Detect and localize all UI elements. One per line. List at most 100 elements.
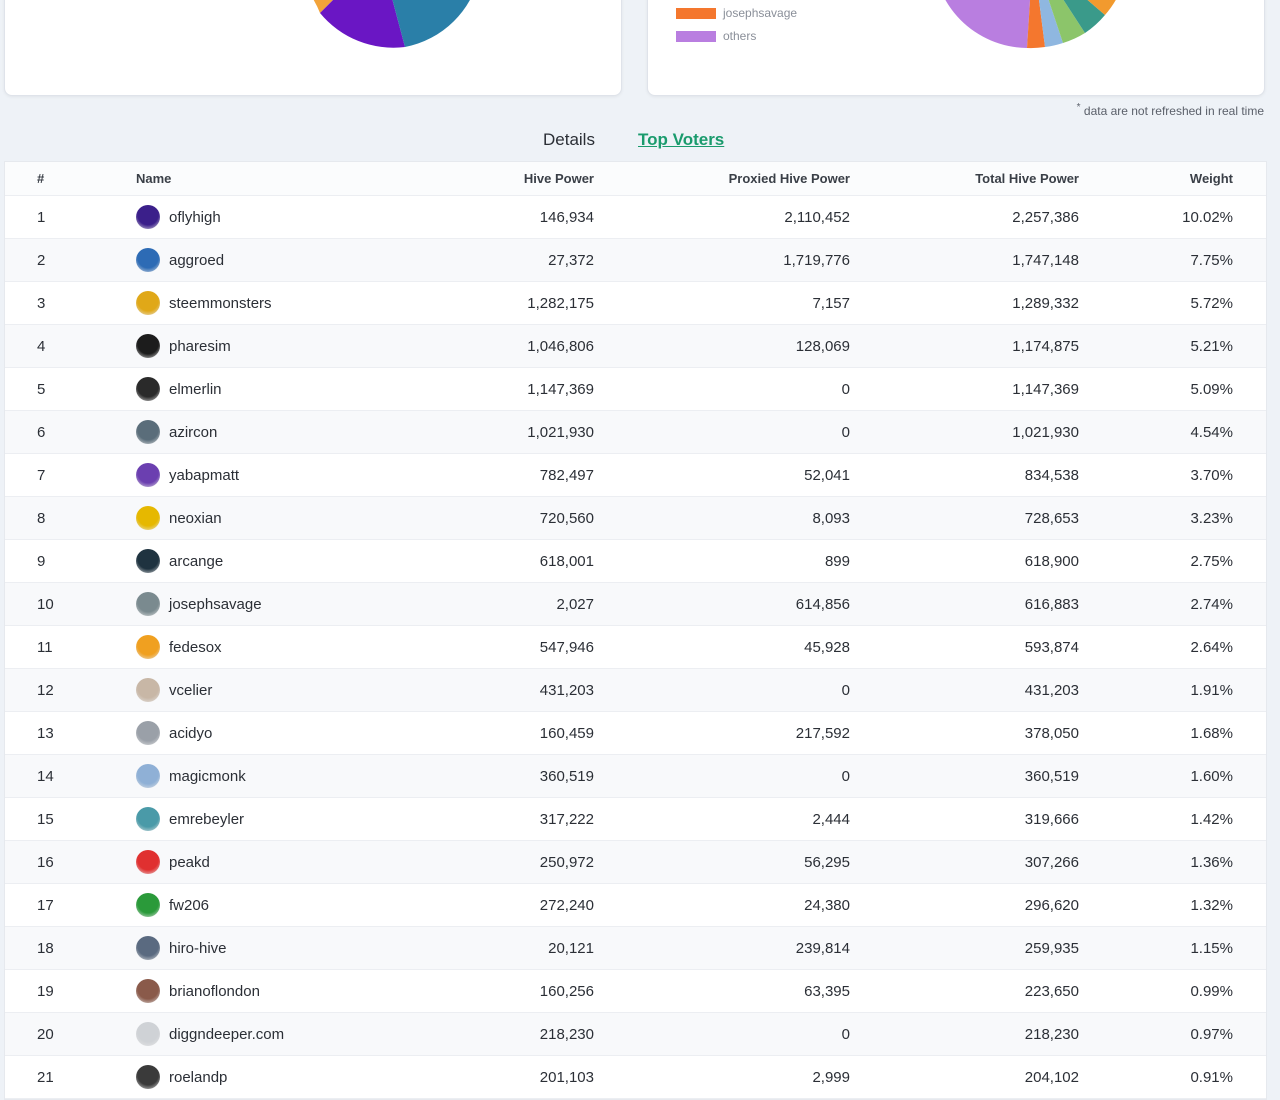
rank-cell: 16: [37, 853, 54, 871]
voter-name-link[interactable]: pharesim: [169, 337, 231, 355]
voter-name-link[interactable]: josephsavage: [169, 595, 262, 613]
pie-slice: [1063, 0, 1105, 33]
col-weight[interactable]: Weight: [1189, 171, 1233, 186]
avatar[interactable]: [136, 764, 160, 788]
proxied-hive-power-cell: 217,592: [795, 724, 850, 742]
hive-power-cell: 431,203: [539, 681, 594, 699]
hive-power-cell: 1,147,369: [527, 380, 594, 398]
chart-card-left: [4, 0, 622, 96]
hive-power-cell: 720,560: [539, 509, 594, 527]
avatar[interactable]: [136, 678, 160, 702]
rank-cell: 4: [37, 337, 46, 355]
name-cell: azircon: [136, 411, 217, 453]
total-hive-power-cell: 618,900: [1024, 552, 1079, 570]
weight-cell: 5.21%: [1190, 337, 1233, 355]
rank-cell: 13: [37, 724, 54, 742]
weight-cell: 1.32%: [1190, 896, 1233, 914]
proxied-hive-power-cell: 56,295: [804, 853, 850, 871]
pie-chart-left: [313, 0, 470, 48]
avatar[interactable]: [136, 807, 160, 831]
proxied-hive-power-cell: 0: [841, 380, 850, 398]
proxied-hive-power-cell: 1,719,776: [783, 251, 850, 269]
avatar[interactable]: [136, 291, 160, 315]
col-hive-power[interactable]: Hive Power: [523, 171, 594, 186]
proxied-hive-power-cell: 0: [841, 767, 850, 785]
voter-name-link[interactable]: hiro-hive: [169, 939, 227, 957]
total-hive-power-cell: 307,266: [1024, 853, 1079, 871]
voter-name-link[interactable]: diggndeeper.com: [169, 1025, 285, 1043]
hive-power-cell: 547,946: [539, 638, 594, 656]
avatar[interactable]: [136, 893, 160, 917]
avatar[interactable]: [136, 592, 160, 616]
col-name[interactable]: Name: [136, 171, 172, 186]
voter-name-link[interactable]: peakd: [169, 853, 210, 871]
proxied-hive-power-cell: 0: [841, 681, 850, 699]
voter-name-link[interactable]: emrebeyler: [169, 810, 245, 828]
voter-name-link[interactable]: roelandp: [169, 1068, 228, 1086]
rank-cell: 10: [37, 595, 54, 613]
pie-slice: [313, 0, 333, 13]
total-hive-power-cell: 2,257,386: [1012, 208, 1079, 226]
proxied-hive-power-cell: 24,380: [804, 896, 850, 914]
weight-cell: 1.60%: [1190, 767, 1233, 785]
hive-power-cell: 1,046,806: [527, 337, 594, 355]
hive-power-cell: 272,240: [539, 896, 594, 914]
avatar[interactable]: [136, 850, 160, 874]
hive-power-cell: 782,497: [539, 466, 594, 484]
weight-cell: 0.99%: [1190, 982, 1233, 1000]
voter-name-link[interactable]: fw206: [169, 896, 210, 914]
avatar[interactable]: [136, 549, 160, 573]
voter-name-link[interactable]: magicmonk: [169, 767, 246, 785]
voter-name-link[interactable]: oflyhigh: [169, 208, 221, 226]
avatar[interactable]: [136, 248, 160, 272]
rank-cell: 7: [37, 466, 46, 484]
avatar[interactable]: [136, 635, 160, 659]
avatar[interactable]: [136, 1022, 160, 1046]
avatar[interactable]: [136, 334, 160, 358]
avatar[interactable]: [136, 936, 160, 960]
voter-name-link[interactable]: fedesox: [169, 638, 222, 656]
avatar[interactable]: [136, 1065, 160, 1089]
avatar[interactable]: [136, 205, 160, 229]
avatar[interactable]: [136, 721, 160, 745]
name-cell: steemmonsters: [136, 282, 272, 324]
proxied-hive-power-cell: 2,444: [812, 810, 850, 828]
avatar[interactable]: [136, 979, 160, 1003]
voter-name-link[interactable]: aggroed: [169, 251, 225, 269]
hive-power-cell: 146,934: [539, 208, 594, 226]
refresh-note-text: data are not refreshed in real time: [1083, 104, 1264, 118]
rank-cell: 9: [37, 552, 46, 570]
avatar[interactable]: [136, 506, 160, 530]
rank-cell: 14: [37, 767, 54, 785]
voter-name-link[interactable]: yabapmatt: [169, 466, 240, 484]
refresh-note: * data are not refreshed in real time: [1076, 102, 1264, 118]
avatar[interactable]: [136, 463, 160, 487]
hive-power-cell: 1,282,175: [527, 294, 594, 312]
total-hive-power-cell: 431,203: [1024, 681, 1079, 699]
total-hive-power-cell: 378,050: [1024, 724, 1079, 742]
col-total-hive-power[interactable]: Total Hive Power: [975, 171, 1079, 186]
voter-name-link[interactable]: steemmonsters: [169, 294, 272, 312]
voter-name-link[interactable]: brianoflondon: [169, 982, 260, 1000]
weight-cell: 5.72%: [1190, 294, 1233, 312]
col-rank[interactable]: #: [37, 171, 45, 186]
table-row: 2 aggroed 27,372 1,719,776 1,747,148 7.75%: [5, 239, 1266, 282]
table-row: 5 elmerlin 1,147,369 0 1,147,369 5.09%: [5, 368, 1266, 411]
avatar[interactable]: [136, 420, 160, 444]
voter-name-link[interactable]: arcange: [169, 552, 224, 570]
voter-name-link[interactable]: vcelier: [169, 681, 213, 699]
voter-name-link[interactable]: neoxian: [169, 509, 222, 527]
avatar[interactable]: [136, 377, 160, 401]
table-row: 1 oflyhigh 146,934 2,110,452 2,257,386 10.02%: [5, 196, 1266, 239]
tab-top-voters[interactable]: Top Voters: [638, 130, 725, 149]
voter-name-link[interactable]: azircon: [169, 423, 218, 441]
weight-cell: 1.15%: [1190, 939, 1233, 957]
voter-name-link[interactable]: elmerlin: [169, 380, 222, 398]
name-cell: magicmonk: [136, 755, 246, 797]
table-row: 10 josephsavage 2,027 614,856 616,883 2.74%: [5, 583, 1266, 626]
tab-details[interactable]: Details: [543, 130, 595, 149]
total-hive-power-cell: 259,935: [1024, 939, 1079, 957]
name-cell: vcelier: [136, 669, 212, 711]
col-proxied-hive-power[interactable]: Proxied Hive Power: [728, 171, 850, 186]
voter-name-link[interactable]: acidyo: [169, 724, 213, 742]
